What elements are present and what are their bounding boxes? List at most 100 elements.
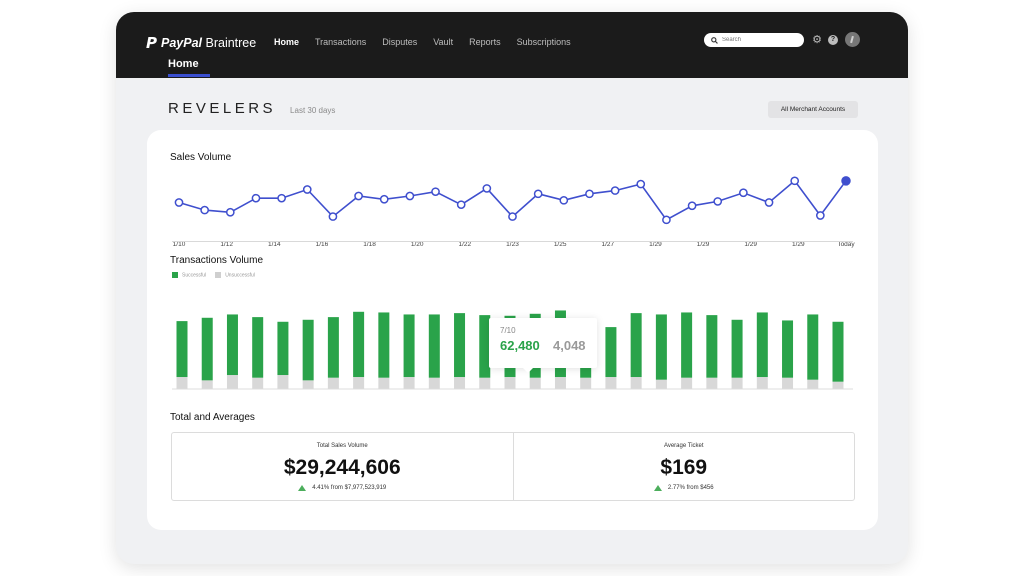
bar-unsuccessful[interactable] bbox=[479, 377, 491, 389]
bar-successful[interactable] bbox=[807, 314, 819, 380]
bar-successful[interactable] bbox=[454, 313, 466, 378]
bar-successful[interactable] bbox=[681, 312, 693, 378]
bar-successful[interactable] bbox=[605, 327, 617, 378]
sales-volume-point[interactable] bbox=[533, 189, 543, 199]
sales-volume-point[interactable] bbox=[379, 194, 389, 204]
dashboard-card: Sales Volume 1/10 1/12 1/14 1/16 1/18 1/20 1/2… bbox=[147, 130, 878, 530]
avatar[interactable] bbox=[845, 32, 860, 47]
nav-subscriptions[interactable]: Subscriptions bbox=[516, 37, 571, 47]
sales-volume-point[interactable] bbox=[277, 193, 286, 203]
sales-volume-point[interactable] bbox=[662, 215, 671, 225]
bar-successful[interactable] bbox=[353, 311, 365, 378]
bar-unsuccessful[interactable] bbox=[428, 377, 440, 389]
sales-volume-point[interactable] bbox=[456, 200, 466, 210]
bar-unsuccessful[interactable] bbox=[756, 377, 768, 389]
bar-successful[interactable] bbox=[832, 321, 844, 382]
bar-unsuccessful[interactable] bbox=[706, 377, 718, 389]
sales-volume-point[interactable] bbox=[585, 189, 594, 199]
nav-reports[interactable]: Reports bbox=[469, 37, 501, 47]
bar-successful[interactable] bbox=[176, 321, 188, 378]
bar-unsuccessful[interactable] bbox=[731, 377, 743, 389]
bar-unsuccessful[interactable] bbox=[201, 380, 213, 389]
bar-successful[interactable] bbox=[403, 314, 415, 378]
bar-unsuccessful[interactable] bbox=[302, 380, 314, 389]
sales-volume-point[interactable] bbox=[225, 207, 235, 217]
bar-successful[interactable] bbox=[706, 315, 718, 378]
bar-unsuccessful[interactable] bbox=[504, 377, 516, 389]
bar-successful[interactable] bbox=[327, 317, 339, 378]
sales-volume-point[interactable] bbox=[739, 188, 748, 198]
bar-successful[interactable] bbox=[630, 313, 642, 378]
help-icon[interactable]: ? bbox=[828, 35, 838, 45]
up-arrow-icon bbox=[653, 485, 662, 491]
bar-unsuccessful[interactable] bbox=[252, 377, 264, 389]
bar-successful[interactable] bbox=[782, 320, 794, 378]
bar-unsuccessful[interactable] bbox=[277, 375, 289, 389]
totals-panel: Total Sales Volume $29,244,606 4.41% fro… bbox=[171, 432, 855, 501]
bar-unsuccessful[interactable] bbox=[226, 375, 238, 389]
nav-transactions[interactable]: Transactions bbox=[315, 37, 367, 47]
sales-volume-point[interactable] bbox=[687, 201, 697, 211]
sales-volume-point[interactable] bbox=[405, 191, 415, 201]
sales-volume-point[interactable] bbox=[508, 212, 517, 221]
bar-unsuccessful[interactable] bbox=[655, 379, 667, 389]
nav-home[interactable]: Home bbox=[274, 37, 300, 47]
nav-vault[interactable]: Vault bbox=[433, 37, 454, 47]
sales-volume-point[interactable] bbox=[559, 195, 569, 205]
bar-successful[interactable] bbox=[277, 321, 289, 376]
search-input[interactable] bbox=[720, 37, 802, 43]
bar-unsuccessful[interactable] bbox=[832, 381, 844, 389]
bar-unsuccessful[interactable] bbox=[782, 377, 794, 389]
bar-successful[interactable] bbox=[428, 314, 440, 378]
bar-unsuccessful[interactable] bbox=[454, 377, 466, 389]
merchant-header: REVELERS Last 30 days bbox=[168, 100, 335, 117]
bar-successful[interactable] bbox=[378, 312, 390, 378]
search-box[interactable] bbox=[704, 33, 804, 47]
sales-volume-point[interactable] bbox=[431, 187, 440, 197]
tooltip-successful-value: 62,480 bbox=[500, 338, 540, 353]
all-merchant-accounts-button[interactable]: All Merchant Accounts bbox=[768, 101, 858, 118]
merchant-name: REVELERS bbox=[168, 100, 277, 117]
sales-volume-point[interactable] bbox=[713, 197, 723, 206]
sales-volume-title: Sales Volume bbox=[170, 152, 232, 163]
bar-successful[interactable] bbox=[226, 314, 238, 376]
bar-unsuccessful[interactable] bbox=[807, 379, 819, 389]
bar-unsuccessful[interactable] bbox=[353, 377, 365, 389]
sales-volume-point[interactable] bbox=[790, 176, 800, 186]
nav-disputes[interactable]: Disputes bbox=[382, 37, 418, 47]
bar-successful[interactable] bbox=[479, 315, 491, 378]
sales-volume-point[interactable] bbox=[328, 212, 338, 221]
sales-volume-point[interactable] bbox=[354, 191, 363, 201]
bar-unsuccessful[interactable] bbox=[378, 377, 390, 389]
sales-volume-point[interactable] bbox=[200, 205, 210, 215]
sales-volume-point[interactable] bbox=[764, 198, 774, 207]
bar-unsuccessful[interactable] bbox=[630, 377, 642, 389]
sales-volume-point[interactable] bbox=[174, 198, 184, 207]
bar-successful[interactable] bbox=[302, 319, 314, 381]
bar-successful[interactable] bbox=[731, 319, 743, 378]
sales-volume-point[interactable] bbox=[482, 184, 492, 193]
bar-unsuccessful[interactable] bbox=[554, 377, 566, 389]
bar-unsuccessful[interactable] bbox=[580, 377, 592, 389]
sales-volume-point[interactable] bbox=[841, 176, 851, 186]
bar-unsuccessful[interactable] bbox=[529, 377, 541, 389]
sales-volume-point[interactable] bbox=[636, 179, 646, 189]
bar-successful[interactable] bbox=[252, 317, 264, 378]
gear-icon[interactable]: ⚙ bbox=[812, 34, 822, 46]
bar-unsuccessful[interactable] bbox=[403, 377, 415, 389]
sales-volume-point[interactable] bbox=[251, 193, 261, 203]
bar-successful[interactable] bbox=[655, 314, 667, 380]
bar-unsuccessful[interactable] bbox=[327, 377, 339, 389]
sales-volume-point[interactable] bbox=[815, 211, 825, 220]
bar-unsuccessful[interactable] bbox=[681, 377, 693, 389]
sales-volume-point[interactable] bbox=[610, 186, 620, 195]
paypal-braintree-logo[interactable]: P PayPal Braintree bbox=[146, 34, 256, 52]
tab-home[interactable]: Home bbox=[168, 58, 199, 70]
sales-volume-point[interactable] bbox=[302, 185, 312, 194]
x-tick-label: 1/23 bbox=[506, 241, 519, 248]
bar-unsuccessful[interactable] bbox=[605, 377, 617, 389]
bar-unsuccessful[interactable] bbox=[176, 377, 188, 389]
average-ticket-value: $169 bbox=[660, 456, 708, 479]
bar-successful[interactable] bbox=[201, 317, 213, 381]
bar-successful[interactable] bbox=[756, 312, 768, 378]
